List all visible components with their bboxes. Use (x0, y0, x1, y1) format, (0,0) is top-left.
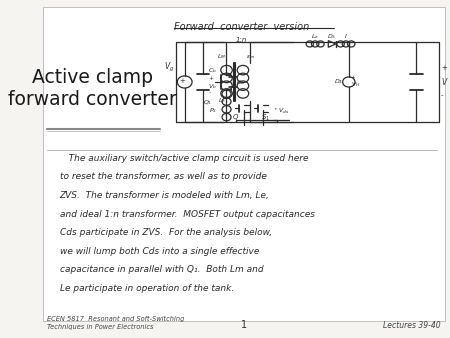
Text: to reset the transformer, as well as to provide: to reset the transformer, as well as to … (59, 172, 266, 182)
Text: The auxiliary switch/active clamp circuit is used here: The auxiliary switch/active clamp circui… (59, 154, 308, 163)
Text: we will lump both Cds into a single effective: we will lump both Cds into a single effe… (59, 247, 259, 256)
FancyBboxPatch shape (43, 7, 445, 321)
Text: $D_3$: $D_3$ (327, 32, 336, 41)
Text: $\epsilon_m$: $\epsilon_m$ (246, 53, 255, 61)
Text: $V$: $V$ (441, 76, 449, 88)
Text: $S_1$: $S_1$ (261, 113, 270, 123)
Text: 1: 1 (241, 319, 247, 330)
Text: $C_b$: $C_b$ (208, 66, 217, 75)
Text: $^+V_{ds}$: $^+V_{ds}$ (273, 107, 290, 116)
Text: +: + (180, 78, 185, 84)
Text: $V_H$: $V_H$ (351, 80, 360, 89)
Text: $V_g$: $V_g$ (164, 61, 175, 74)
Text: $Q$: $Q$ (232, 112, 239, 122)
Text: Active clamp
forward converter: Active clamp forward converter (8, 68, 177, 108)
Text: $P_2$: $P_2$ (209, 106, 217, 115)
Text: Forward  converter  version: Forward converter version (175, 22, 310, 32)
Text: ECEN 5817  Resonant and Soft-Switching
Techniques in Power Electronics: ECEN 5817 Resonant and Soft-Switching Te… (47, 316, 184, 330)
Text: Cds participate in ZVS.  For the analysis below,: Cds participate in ZVS. For the analysis… (59, 228, 272, 237)
Text: $C_{ds}$: $C_{ds}$ (236, 78, 246, 88)
Text: Lectures 39-40: Lectures 39-40 (383, 320, 441, 330)
Text: capacitance in parallel with Q₁.  Both Lm and: capacitance in parallel with Q₁. Both Lm… (59, 265, 263, 274)
Text: $Q_1$: $Q_1$ (203, 98, 212, 107)
Text: Le participate in operation of the tank.: Le participate in operation of the tank. (59, 284, 234, 293)
Text: $D_4$: $D_4$ (334, 77, 343, 87)
Text: $V_b$: $V_b$ (208, 82, 217, 92)
Text: ZVS.  The transformer is modeled with Lm, Le,: ZVS. The transformer is modeled with Lm,… (59, 191, 270, 200)
Text: $I$: $I$ (344, 32, 347, 40)
Text: $L_e$: $L_e$ (311, 32, 319, 41)
Text: -: - (441, 93, 444, 98)
Text: $L_M$: $L_M$ (217, 52, 226, 61)
Text: +: + (351, 75, 356, 80)
Text: $L_e$: $L_e$ (218, 96, 225, 105)
Text: +: + (441, 66, 447, 71)
Text: +: + (208, 76, 214, 81)
Text: 1:n: 1:n (236, 37, 247, 43)
Text: and ideal 1:n transformer.  MOSFET output capacitances: and ideal 1:n transformer. MOSFET output… (59, 210, 315, 219)
Text: -: - (208, 90, 211, 95)
